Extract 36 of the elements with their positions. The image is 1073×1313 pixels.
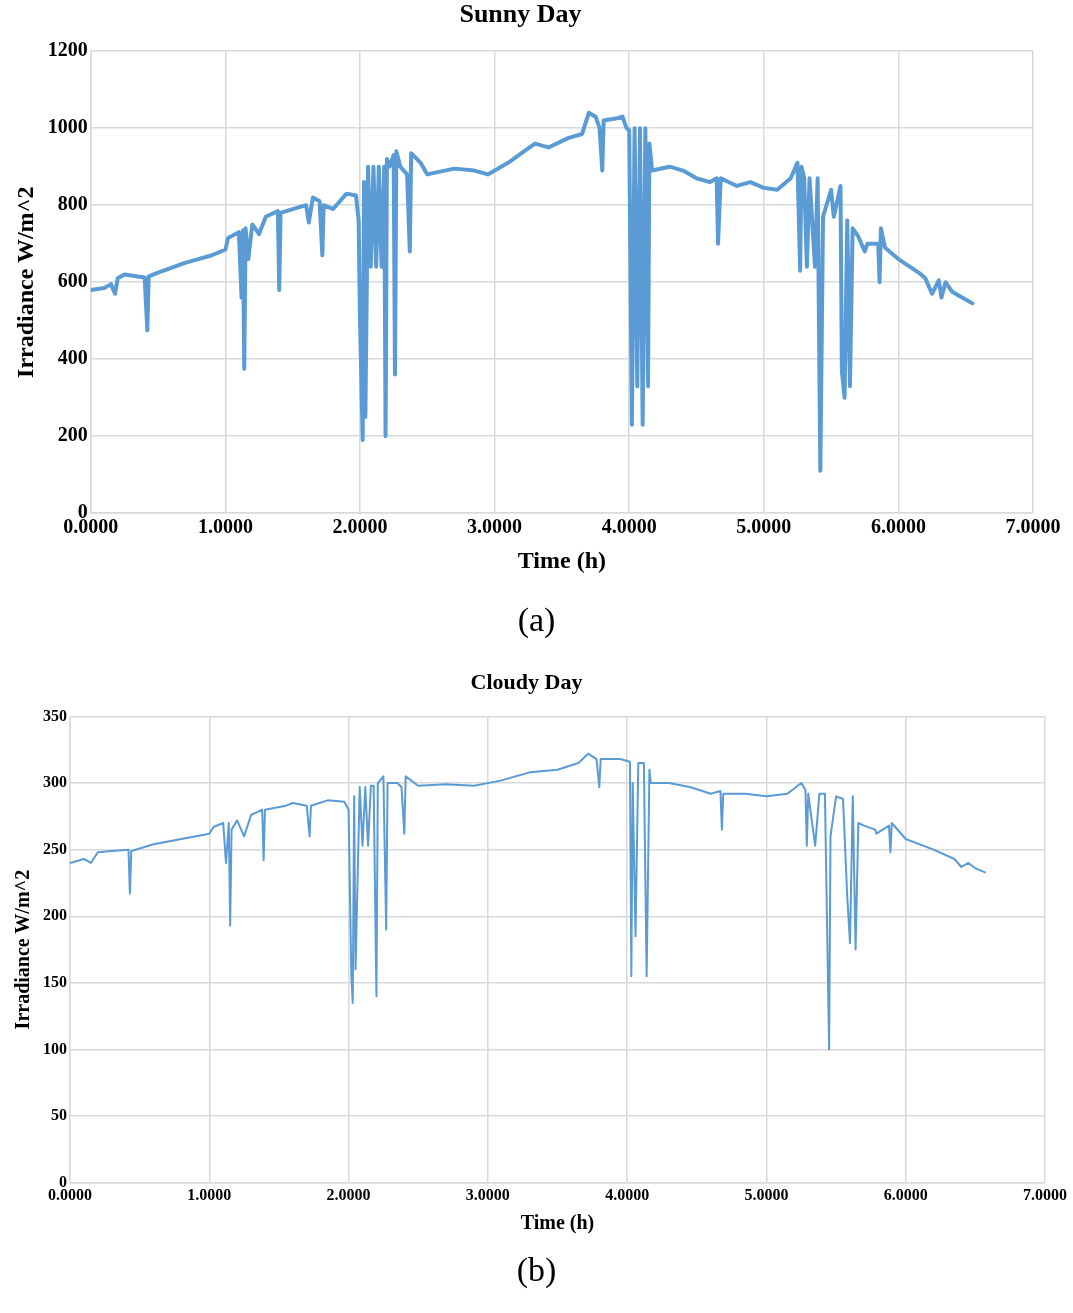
x-tick-label: 3.0000: [465, 1185, 510, 1203]
chart-title: Cloudy Day: [470, 668, 583, 694]
y-tick-label: 0: [59, 1172, 67, 1190]
x-tick-label: 4.0000: [605, 1185, 650, 1203]
y-tick-label: 150: [43, 973, 67, 991]
text: (a): [516, 600, 557, 640]
x-tick-label: 1.0000: [187, 1185, 232, 1203]
x-tick-label: 3.0000: [467, 515, 523, 538]
y-tick-label: 300: [43, 773, 67, 791]
x-tick-label: 1.0000: [197, 515, 253, 538]
x-axis-title: Time (h): [517, 546, 607, 573]
y-tick-label: 50: [51, 1106, 67, 1124]
x-tick-label: 7.0000: [1023, 1185, 1067, 1203]
y-tick-label: 250: [43, 839, 67, 857]
x-tick-label: 4.0000: [601, 515, 657, 538]
x-tick-label: 5.0000: [744, 1185, 789, 1203]
y-axis-title: Irradiance W/m^2: [11, 186, 38, 378]
x-tick-label: 5.0000: [736, 515, 792, 538]
text: (b): [515, 1250, 558, 1290]
y-tick-label: 200: [57, 423, 88, 446]
y-tick-label: 600: [57, 269, 88, 292]
y-tick-label: 800: [57, 192, 88, 215]
x-tick-label: 6.0000: [870, 515, 926, 538]
x-tick-label: 2.0000: [332, 515, 388, 538]
y-tick-label: 400: [57, 346, 88, 369]
y-tick-label: 100: [43, 1039, 67, 1057]
x-tick-label: 2.0000: [326, 1185, 371, 1203]
y-tick-label: 350: [43, 706, 67, 724]
y-axis-title: Irradiance W/m^2: [11, 869, 34, 1030]
x-tick-label: 7.0000: [1005, 515, 1061, 538]
y-tick-label: 1000: [47, 115, 88, 138]
x-axis-title: Time (h): [520, 1211, 595, 1235]
x-tick-label: 6.0000: [883, 1185, 928, 1203]
y-tick-label: 200: [43, 906, 67, 924]
chart-title: Sunny Day: [459, 0, 582, 29]
y-tick-label: 1200: [47, 38, 88, 61]
